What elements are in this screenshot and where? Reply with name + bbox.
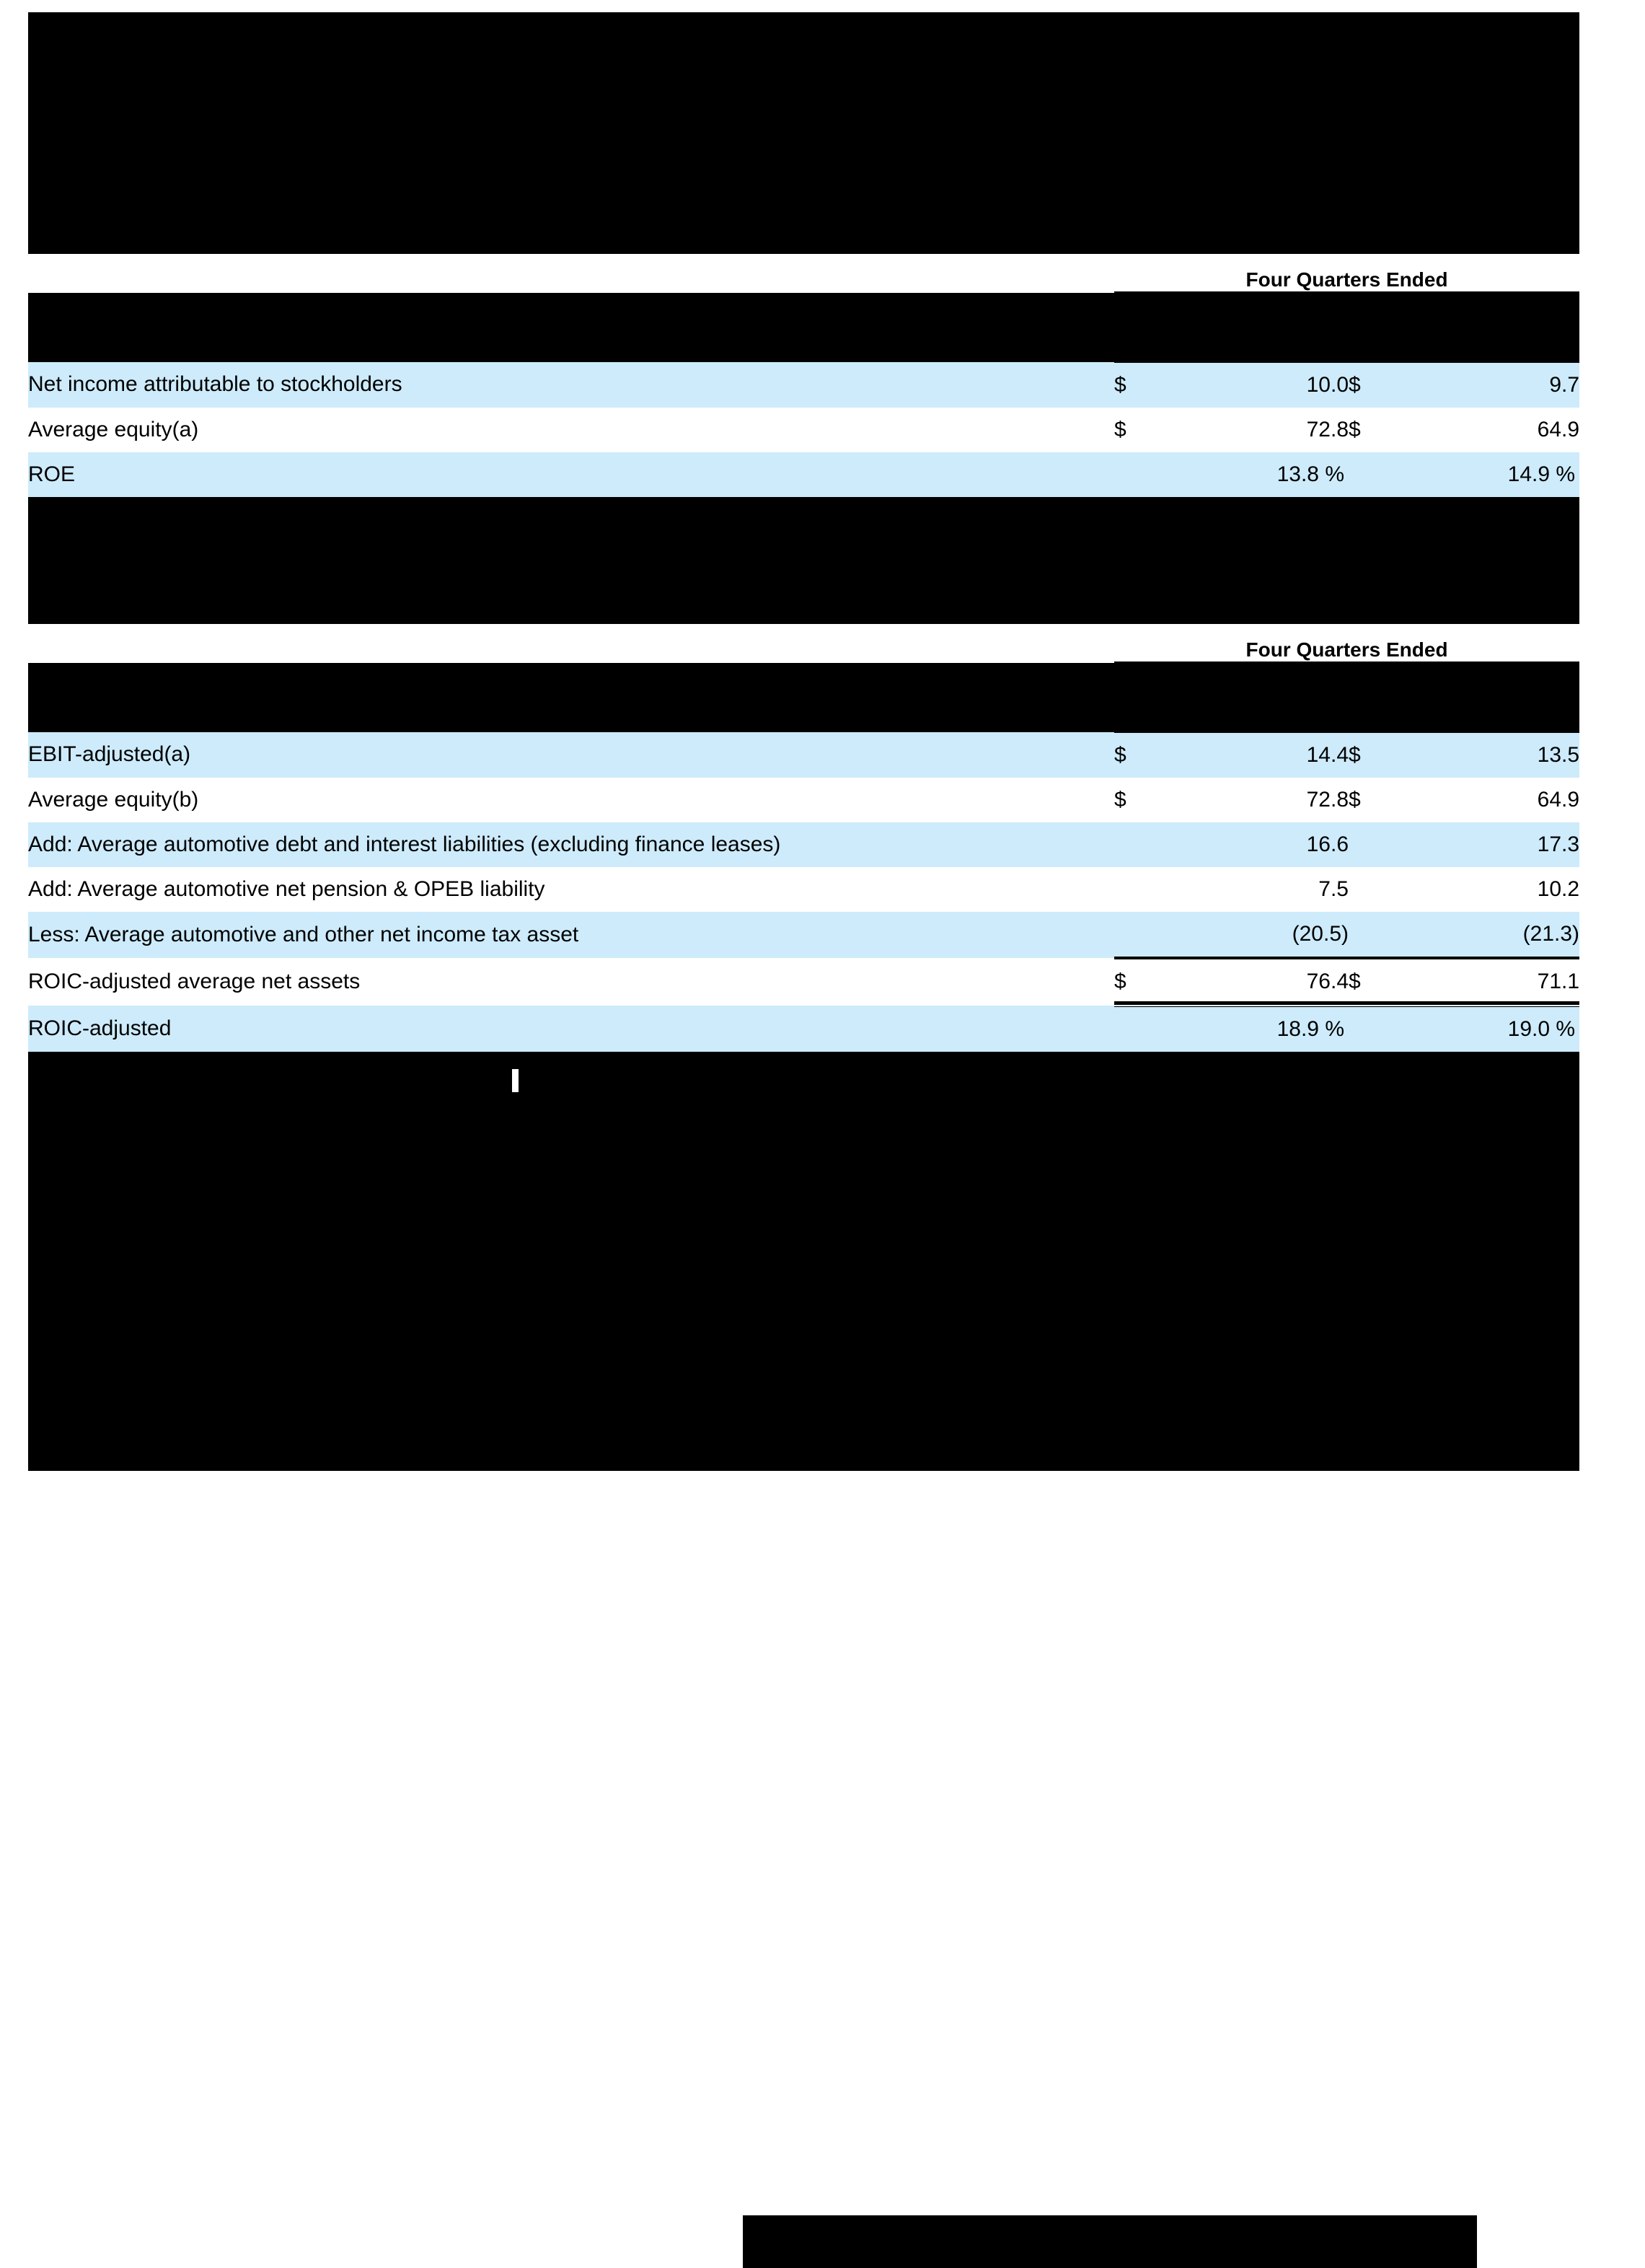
row-label: Average equity(b) [28,778,1114,822]
roic-header-title-row: Four Quarters Ended [28,624,1580,664]
row-value-2: 14.9 % [1392,452,1580,497]
row-value-1: 7.5 [1157,867,1349,912]
row-value-2: (21.3) [1392,912,1580,958]
redacted-block-top [28,12,1579,254]
table-row: Less: Average automotive and other net i… [28,912,1580,958]
row-label: ROE [28,452,1114,497]
row-value-1: 72.8 [1157,408,1349,452]
roic-header-period-1 [1114,662,1349,733]
row-value-1: 72.8 [1157,778,1349,822]
redacted-block-footer [743,2215,1477,2268]
roe-header-dates-blank [28,292,1114,362]
row-label: EBIT-adjusted(a) [28,731,1114,778]
row-value-2: 64.9 [1392,408,1580,452]
row-label: ROIC-adjusted [28,1006,1114,1052]
roic-header-dates-row [28,662,1580,733]
row-value-1: 18.9 % [1157,1006,1349,1052]
roic-header-blank-cell [28,624,1114,663]
roe-table-bottom-redaction [28,497,1579,526]
row-currency-2: $ [1349,778,1392,822]
row-currency-1 [1114,822,1157,867]
row-currency-2 [1349,1006,1392,1052]
row-value-2: 17.3 [1392,822,1580,867]
table-row: Add: Average automotive debt and interes… [28,822,1580,867]
roe-header-title-row: Four Quarters Ended [28,254,1580,294]
row-currency-1 [1114,912,1157,958]
row-value-2: 19.0 % [1392,1006,1580,1052]
table-row: Average equity(a) $ 72.8 $ 64.9 [28,408,1580,452]
roic-header-period-2 [1349,662,1580,733]
row-currency-2 [1349,912,1392,958]
table-row-total: ROIC-adjusted average net assets $ 76.4 … [28,957,1580,1007]
row-currency-1 [1114,867,1157,912]
roe-table-section: Four Quarters Ended Net income attributa… [28,254,1580,526]
row-value-1: 13.8 % [1157,452,1349,497]
row-currency-2: $ [1349,957,1392,1007]
row-value-1: 10.0 [1157,361,1349,408]
roe-header-four-quarters-ended: Four Quarters Ended [1114,254,1580,294]
table-row: EBIT-adjusted(a) $ 14.4 $ 13.5 [28,731,1580,778]
roe-header-period-2 [1349,292,1580,363]
row-currency-1: $ [1114,361,1157,408]
redacted-block-bottom [28,1022,1579,1471]
table-row: Net income attributable to stockholders … [28,361,1580,408]
row-currency-2: $ [1349,731,1392,778]
roic-header-four-quarters-ended: Four Quarters Ended [1114,624,1580,664]
row-currency-2 [1349,452,1392,497]
row-value-2: 71.1 [1392,957,1580,1007]
row-currency-2 [1349,822,1392,867]
roic-header-dates-blank [28,662,1114,732]
row-currency-1 [1114,1006,1157,1052]
row-label: ROIC-adjusted average net assets [28,958,1114,1006]
row-value-2: 64.9 [1392,778,1580,822]
roic-table: Four Quarters Ended EBIT-adjusted(a) $ 1… [28,624,1580,1052]
row-label: Add: Average automotive debt and interes… [28,822,1114,867]
roic-table-body: EBIT-adjusted(a) $ 14.4 $ 13.5 Average e… [28,731,1580,1052]
row-value-2: 13.5 [1392,731,1580,778]
roe-header-period-1 [1114,292,1349,363]
row-currency-1: $ [1114,731,1157,778]
row-currency-2: $ [1349,361,1392,408]
row-label: Net income attributable to stockholders [28,361,1114,408]
row-label: Average equity(a) [28,408,1114,452]
table-row: ROIC-adjusted 18.9 % 19.0 % [28,1006,1580,1052]
row-currency-1: $ [1114,778,1157,822]
row-currency-1: $ [1114,408,1157,452]
roic-table-section: Four Quarters Ended EBIT-adjusted(a) $ 1… [28,624,1580,1052]
row-value-1: 76.4 [1157,957,1349,1007]
row-label: Less: Average automotive and other net i… [28,912,1114,958]
row-value-1: 14.4 [1157,731,1349,778]
roe-table-body: Net income attributable to stockholders … [28,361,1580,497]
row-label: Add: Average automotive net pension & OP… [28,867,1114,912]
row-currency-2: $ [1349,408,1392,452]
row-currency-2 [1349,867,1392,912]
roic-table-head: Four Quarters Ended [28,624,1580,733]
row-value-2: 10.2 [1392,867,1580,912]
roe-table: Four Quarters Ended Net income attributa… [28,254,1580,497]
roe-header-dates-row [28,292,1580,363]
row-currency-1: $ [1114,957,1157,1007]
table-row: ROE 13.8 % 14.9 % [28,452,1580,497]
row-value-1: (20.5) [1157,912,1349,958]
row-value-1: 16.6 [1157,822,1349,867]
table-row: Average equity(b) $ 72.8 $ 64.9 [28,778,1580,822]
row-currency-1 [1114,452,1157,497]
text-cursor-caret [512,1069,519,1092]
roe-table-head: Four Quarters Ended [28,254,1580,363]
row-value-2: 9.7 [1392,361,1580,408]
table-row: Add: Average automotive net pension & OP… [28,867,1580,912]
roe-header-blank-cell [28,254,1114,293]
